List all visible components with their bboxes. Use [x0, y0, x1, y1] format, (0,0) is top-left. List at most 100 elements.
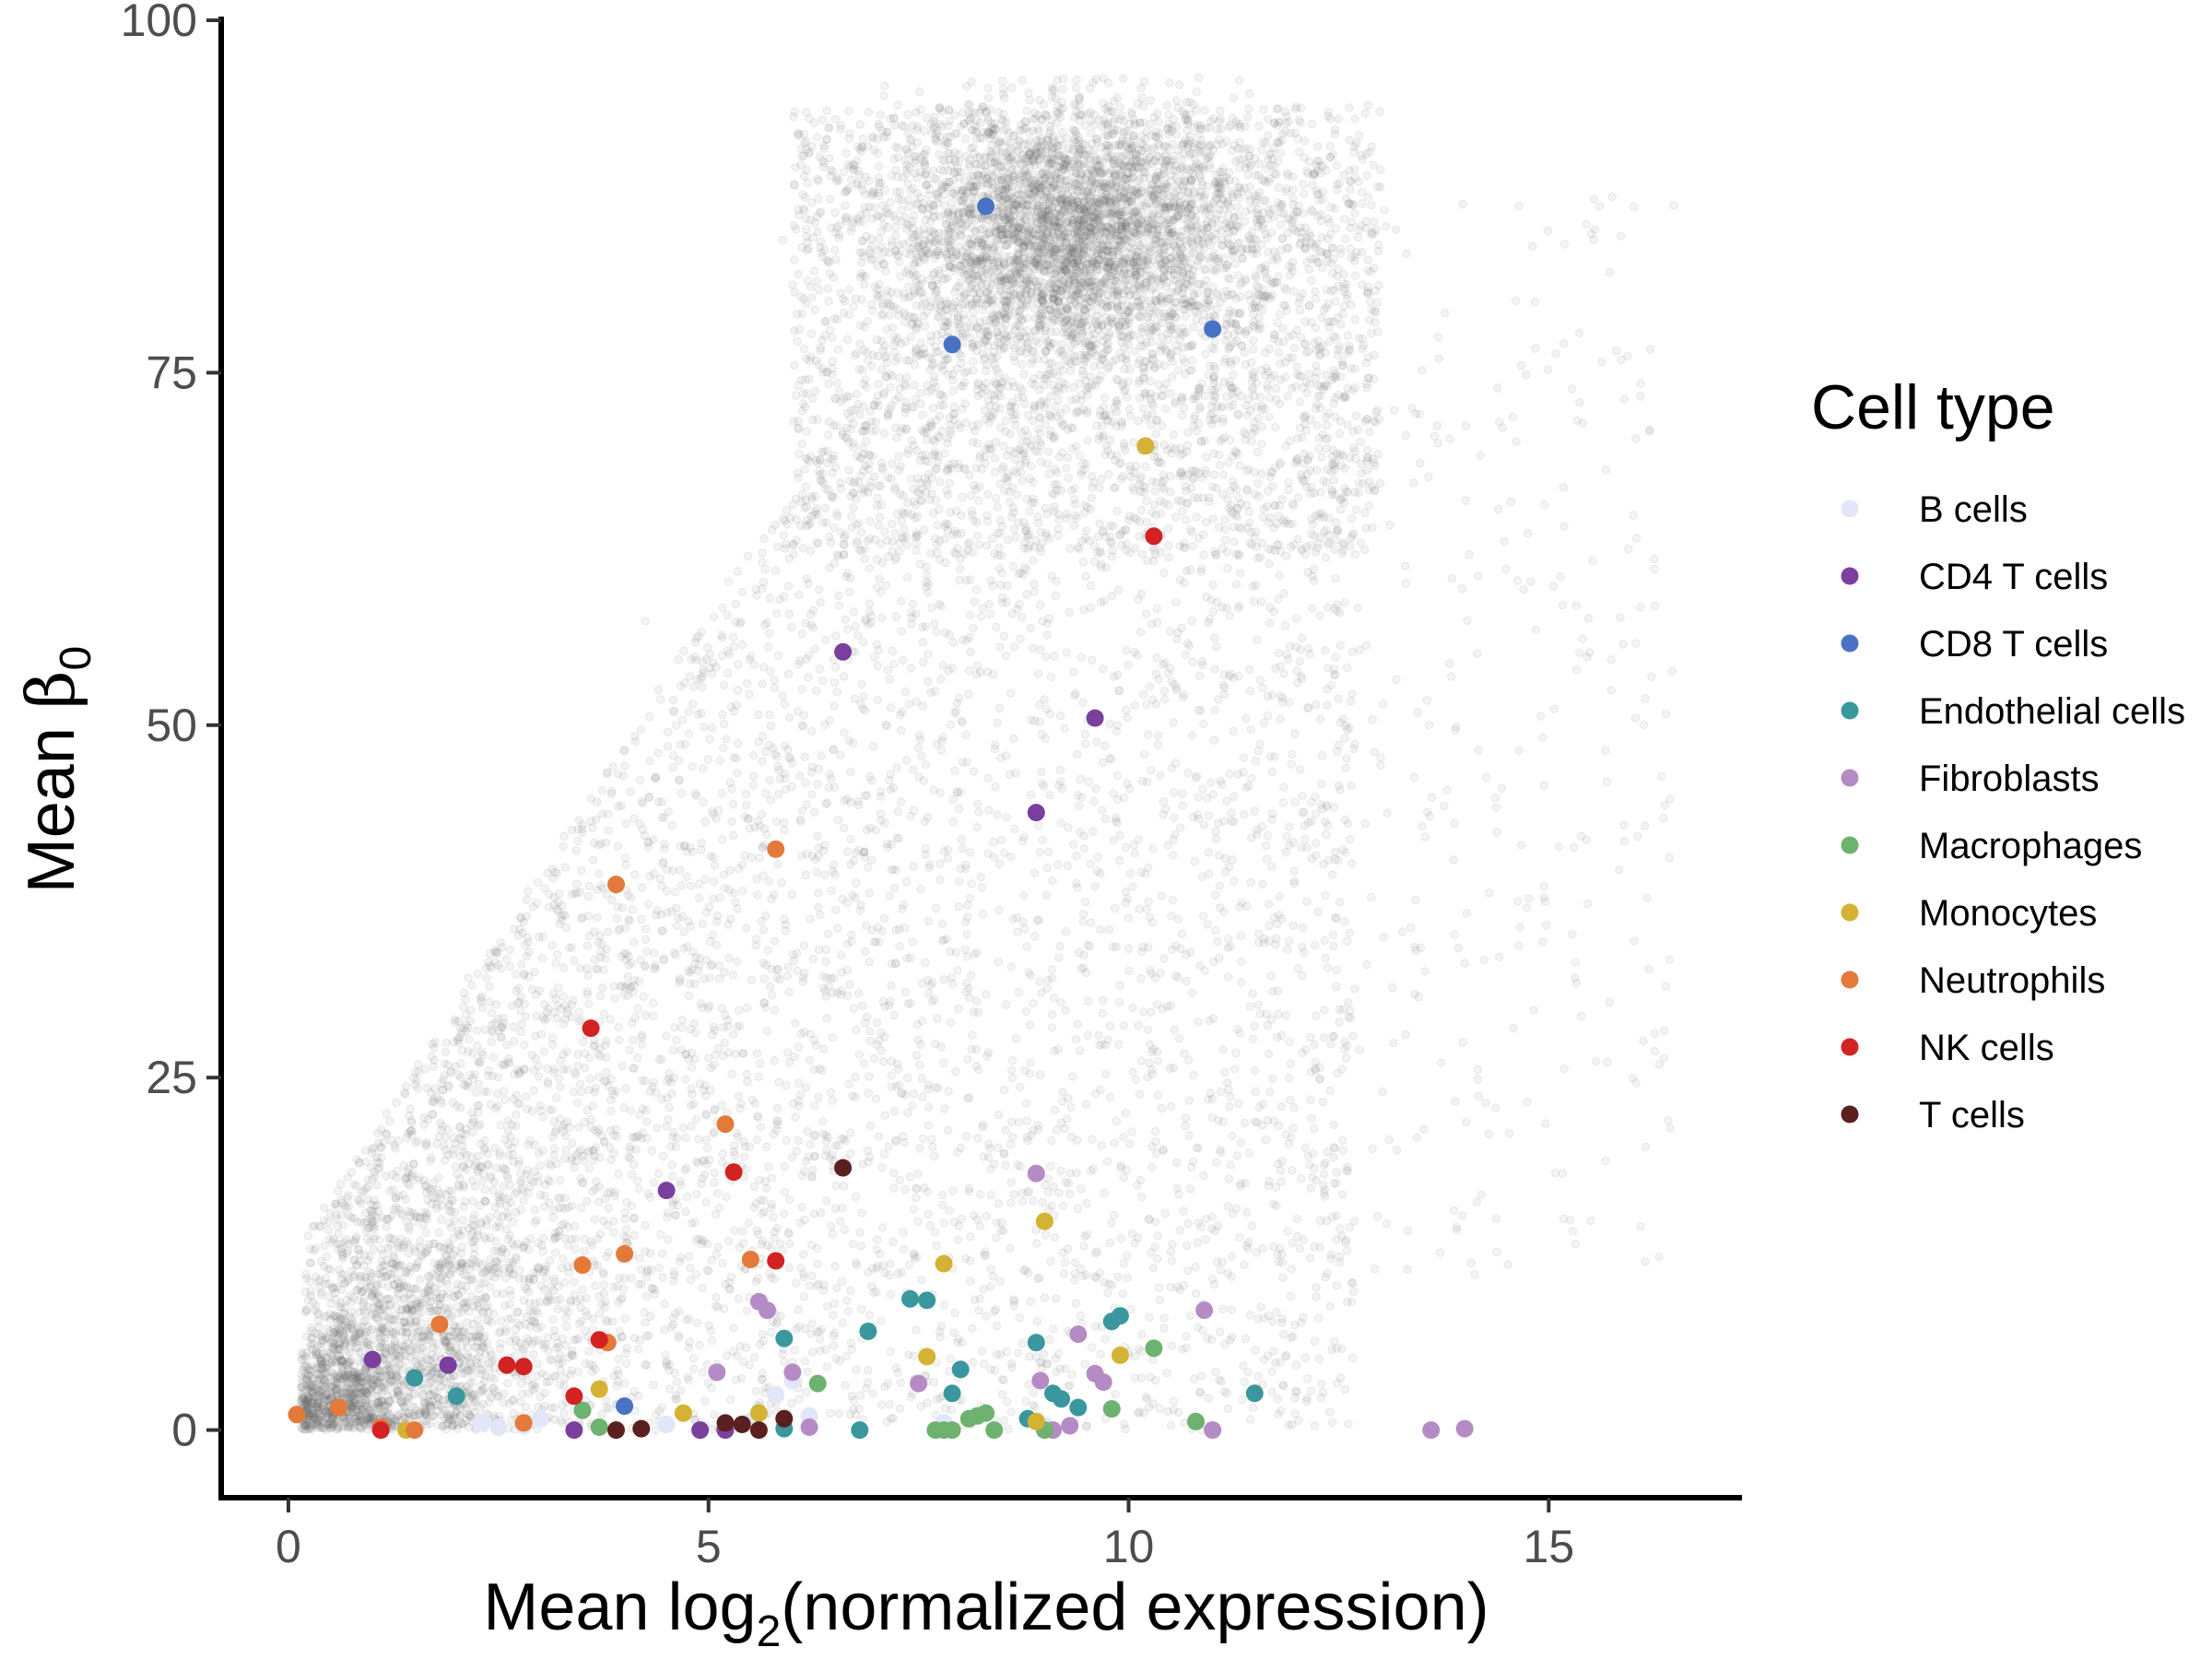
legend-key: [1841, 701, 1859, 720]
legend-item: Monocytes: [1841, 893, 2097, 934]
data-point: [767, 1252, 785, 1270]
data-point: [859, 1323, 877, 1340]
data-point: [590, 1331, 608, 1349]
data-point: [918, 1291, 936, 1310]
series-t-cells: [607, 1159, 853, 1440]
y-axis-title: Mean β0: [12, 646, 100, 893]
data-point: [582, 1019, 600, 1038]
data-point: [749, 1404, 768, 1422]
data-point: [943, 335, 961, 354]
data-point: [439, 1356, 457, 1374]
data-point: [406, 1369, 424, 1387]
data-point: [749, 1421, 768, 1440]
data-point: [1136, 437, 1155, 455]
series-fibroblasts: [708, 1164, 1474, 1440]
data-point: [514, 1358, 533, 1376]
y-tick-label: 100: [121, 0, 197, 46]
data-point: [489, 1418, 508, 1436]
data-point: [1053, 1390, 1071, 1408]
data-point: [918, 1347, 936, 1366]
data-point: [1204, 320, 1222, 338]
legend-label: B cells: [1919, 489, 2028, 530]
legend-label: T cells: [1919, 1095, 2025, 1135]
data-point: [573, 1256, 592, 1275]
legend-key: [1841, 836, 1859, 854]
data-point: [691, 1421, 710, 1440]
data-point: [985, 1421, 1004, 1440]
series-endothelial-cells: [406, 1289, 1264, 1440]
legend-key: [1841, 1105, 1859, 1124]
legend-item: CD8 T cells: [1841, 624, 2108, 665]
data-point: [447, 1387, 465, 1406]
data-point: [1027, 1164, 1045, 1182]
data-point: [1035, 1212, 1053, 1230]
data-point: [1111, 1307, 1129, 1325]
data-point: [632, 1419, 651, 1438]
legend-item: T cells: [1841, 1095, 2025, 1135]
data-point: [716, 1115, 735, 1134]
data-point: [775, 1409, 794, 1428]
data-point: [1069, 1398, 1088, 1417]
x-tick-label: 0: [276, 1521, 301, 1572]
data-point: [607, 1421, 625, 1440]
data-point: [800, 1418, 818, 1436]
data-point: [674, 1404, 692, 1422]
y-tick-label: 50: [146, 700, 197, 751]
legend-title: Cell type: [1811, 372, 2055, 442]
data-point: [1145, 527, 1163, 546]
data-point: [775, 1329, 794, 1347]
data-point: [657, 1416, 676, 1433]
data-point: [590, 1418, 608, 1436]
legend-item: NK cells: [1841, 1028, 2054, 1068]
x-tick-label: 15: [1524, 1521, 1575, 1572]
data-point: [1027, 1334, 1045, 1352]
data-point: [1145, 1339, 1163, 1358]
data-point: [910, 1374, 928, 1393]
data-point: [741, 1251, 759, 1268]
legend-label: Macrophages: [1919, 826, 2142, 866]
data-point: [565, 1421, 583, 1440]
legend-item: Macrophages: [1841, 826, 2142, 866]
data-point: [498, 1356, 516, 1374]
legend-label: CD4 T cells: [1919, 557, 2108, 597]
data-point: [808, 1374, 827, 1393]
x-tick-label: 10: [1103, 1521, 1155, 1572]
legend: Cell type B cells CD4 T cells CD8 T cells E…: [1811, 372, 2185, 1135]
data-point: [473, 1414, 491, 1432]
background-gene-cloud: [296, 73, 1678, 1435]
data-point: [1187, 1412, 1205, 1430]
legend-key: [1841, 903, 1859, 922]
data-point: [514, 1414, 533, 1432]
legend-key: [1841, 769, 1859, 787]
data-point: [834, 1159, 853, 1177]
legend-item: Endothelial cells: [1841, 691, 2185, 732]
data-point: [767, 840, 785, 858]
axes: 0 5 10 15 0 25 50 75 100: [121, 0, 1742, 1572]
data-point: [590, 1380, 608, 1398]
legend-label: Endothelial cells: [1919, 691, 2185, 732]
data-point: [759, 1301, 776, 1320]
data-point: [977, 1404, 995, 1422]
data-point: [363, 1350, 382, 1369]
data-point: [767, 1385, 785, 1404]
data-point: [935, 1254, 953, 1273]
highlighted-gene-points: [288, 197, 1474, 1440]
x-tick-label: 5: [696, 1521, 722, 1572]
series-macrophages: [573, 1339, 1205, 1440]
data-point: [834, 642, 853, 661]
data-point: [1031, 1371, 1050, 1390]
data-point: [1102, 1400, 1121, 1418]
data-point: [565, 1387, 583, 1406]
series-nk-cells: [371, 527, 1163, 1440]
data-point: [430, 1315, 449, 1334]
data-point: [573, 1401, 592, 1419]
data-point: [330, 1398, 348, 1417]
legend-label: Fibroblasts: [1919, 759, 2100, 799]
data-point: [1245, 1384, 1264, 1403]
legend-label: CD8 T cells: [1919, 624, 2108, 665]
y-tick-label: 0: [171, 1405, 197, 1456]
data-point: [616, 1397, 634, 1416]
data-point: [1195, 1301, 1214, 1320]
data-point: [935, 1421, 953, 1440]
